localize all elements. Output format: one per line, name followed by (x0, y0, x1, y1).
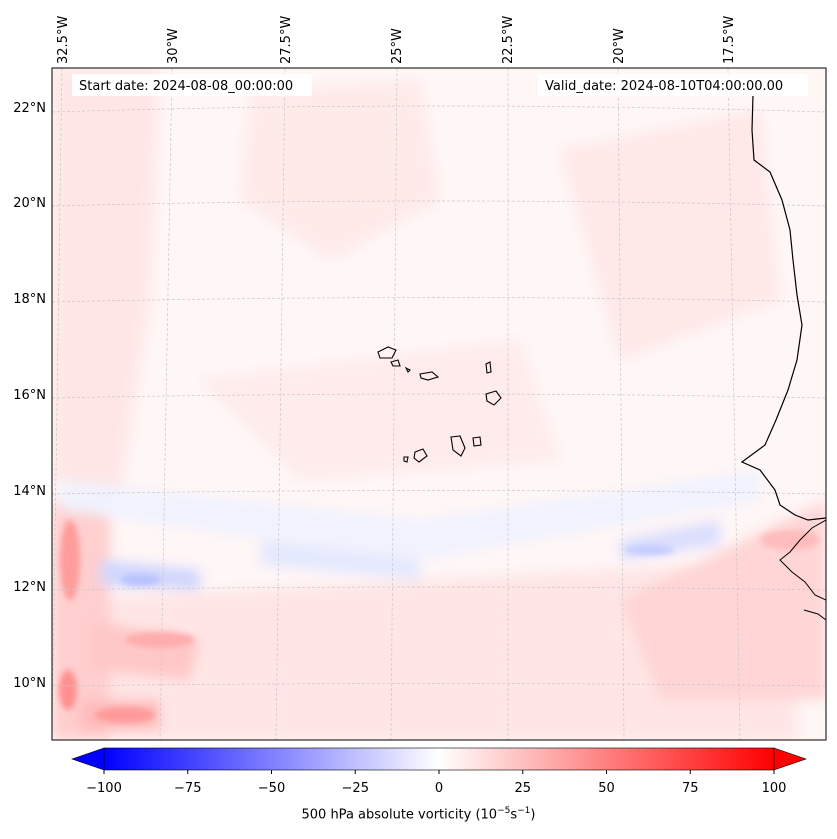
start-date-text: Start date: 2024-08-08_00:00:00 (79, 79, 293, 94)
colorbar-tick-label: −100 (86, 781, 122, 796)
valid-date-text: Valid_date: 2024-08-10T04:00:00.00 (545, 79, 783, 94)
colorbar-tick-label: 100 (762, 781, 787, 796)
colorbar: −100 −75 −50 −25 0 25 50 75 100 (71, 747, 807, 796)
colorbar-tick-label: 0 (435, 781, 443, 796)
lat-label: 22°N (13, 101, 46, 116)
lon-label: 20°W (612, 28, 627, 64)
longitude-labels: 32.5°W 30°W 27.5°W 25°W 22.5°W 20°W 17.5… (56, 16, 737, 64)
colorbar-tick-label: 75 (682, 781, 699, 796)
lat-label: 16°N (13, 388, 46, 403)
colorbar-tick-label: −50 (258, 781, 285, 796)
lon-label: 22.5°W (501, 16, 516, 64)
guinea-coastline (779, 519, 826, 621)
lon-label: 32.5°W (56, 16, 71, 64)
lat-label: 18°N (13, 292, 46, 307)
lat-label: 20°N (13, 196, 46, 211)
valid-date-box (538, 74, 808, 96)
lat-label: 14°N (13, 484, 46, 499)
colorbar-tick-label: −75 (174, 781, 201, 796)
lon-label: 25°W (390, 28, 405, 64)
map-frame (51, 67, 827, 741)
latitude-labels: 22°N 20°N 18°N 16°N 14°N 12°N 10°N (13, 101, 46, 691)
colorbar-body (103, 747, 775, 771)
colorbar-tick-label: 25 (514, 781, 531, 796)
lat-label: 10°N (13, 676, 46, 691)
lat-label: 12°N (13, 580, 46, 595)
start-date-box (72, 74, 312, 96)
lon-label: 27.5°W (279, 16, 294, 64)
colorbar-tick-label: −25 (342, 781, 369, 796)
gridlines (52, 68, 826, 740)
vorticity-field (52, 68, 826, 740)
colorbar-label: 500 hPa absolute vorticity (10−5s−1) (301, 806, 536, 823)
cape-verde-islands (377, 346, 502, 463)
colorbar-tick-label: 50 (598, 781, 615, 796)
lon-label: 30°W (166, 28, 181, 64)
west-africa-coastline (740, 94, 826, 521)
colorbar-max-extend (773, 747, 807, 771)
colorbar-ticks: −100 −75 −50 −25 0 25 50 75 100 (86, 770, 786, 796)
lon-label: 17.5°W (722, 16, 737, 64)
colorbar-min-extend (71, 747, 105, 771)
